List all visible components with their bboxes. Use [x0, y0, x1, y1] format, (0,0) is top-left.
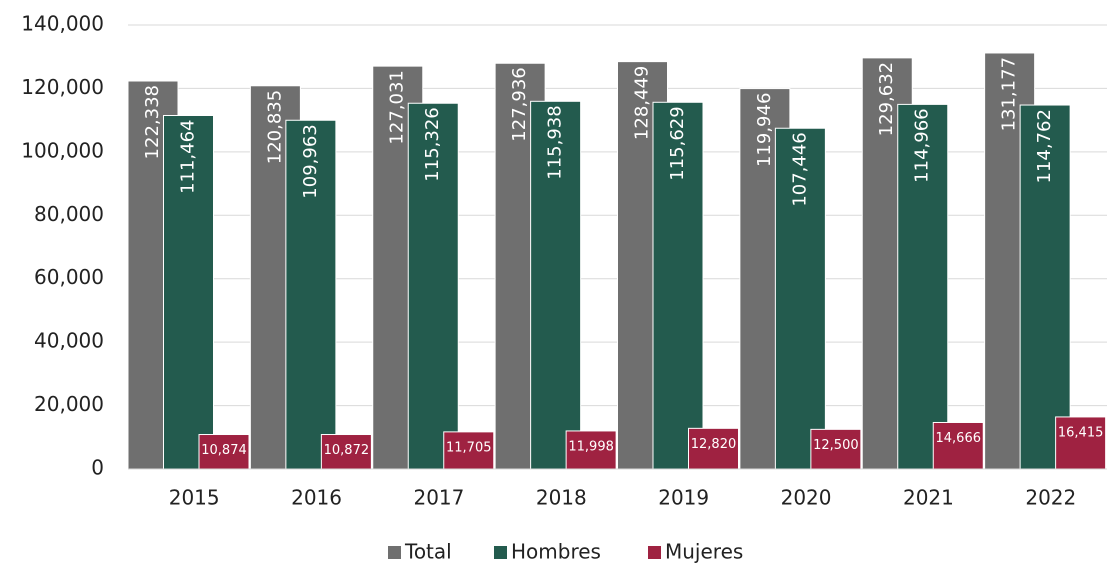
y-tick-label: 20,000 — [34, 392, 104, 416]
x-tick-label: 2017 — [413, 486, 464, 510]
y-tick-label: 120,000 — [21, 75, 104, 99]
data-label: 128,449 — [632, 66, 653, 140]
bar — [652, 101, 704, 470]
data-label: 114,966 — [912, 108, 933, 182]
data-label: 131,177 — [999, 57, 1020, 131]
data-label: 129,632 — [876, 62, 897, 136]
x-tick-label: 2016 — [291, 486, 342, 510]
data-label: 115,629 — [667, 106, 688, 180]
y-tick-label: 40,000 — [34, 329, 104, 353]
bar — [320, 434, 372, 470]
data-label: 12,500 — [813, 438, 859, 453]
data-label: 12,820 — [691, 437, 737, 452]
y-tick-label: 0 — [91, 456, 104, 480]
bar — [774, 127, 826, 470]
data-label: 115,326 — [422, 107, 443, 181]
x-tick-label: 2020 — [781, 486, 832, 510]
bar — [407, 102, 459, 470]
bar — [163, 114, 214, 470]
x-tick-label: 2021 — [903, 486, 954, 510]
data-label: 109,963 — [300, 124, 321, 198]
data-label: 11,705 — [446, 440, 492, 455]
legend-label: Hombres — [511, 540, 601, 564]
data-label: 119,946 — [754, 93, 775, 167]
y-tick-label: 80,000 — [34, 202, 104, 226]
legend-label: Total — [404, 540, 452, 564]
bar — [932, 421, 984, 470]
data-label: 107,446 — [789, 132, 810, 206]
legend-label: Mujeres — [665, 540, 743, 564]
x-tick-label: 2015 — [169, 486, 220, 510]
data-label: 127,031 — [387, 70, 408, 144]
bar — [810, 428, 862, 470]
bar — [285, 119, 337, 470]
y-tick-label: 60,000 — [34, 265, 104, 289]
data-label: 115,938 — [545, 105, 566, 179]
data-label: 127,936 — [509, 67, 530, 141]
bar — [198, 434, 250, 470]
bar — [688, 427, 739, 470]
data-label: 10,872 — [324, 443, 370, 458]
bar — [1019, 104, 1071, 470]
y-tick-label: 100,000 — [21, 138, 104, 162]
data-label: 114,762 — [1034, 109, 1055, 183]
bar — [530, 100, 582, 470]
data-label: 11,998 — [568, 439, 614, 454]
x-tick-label: 2022 — [1025, 486, 1076, 510]
x-tick-label: 2018 — [536, 486, 587, 510]
legend-swatch — [494, 546, 507, 559]
x-tick-label: 2019 — [658, 486, 709, 510]
data-label: 120,835 — [264, 90, 285, 164]
legend-swatch — [388, 546, 401, 559]
data-label: 111,464 — [178, 119, 199, 193]
legend-swatch — [648, 546, 661, 559]
bar — [897, 103, 949, 470]
data-label: 14,666 — [936, 431, 982, 446]
y-tick-label: 140,000 — [21, 12, 104, 36]
data-label: 10,874 — [201, 443, 247, 458]
data-label: 122,338 — [142, 85, 163, 159]
data-label: 16,415 — [1058, 425, 1104, 440]
